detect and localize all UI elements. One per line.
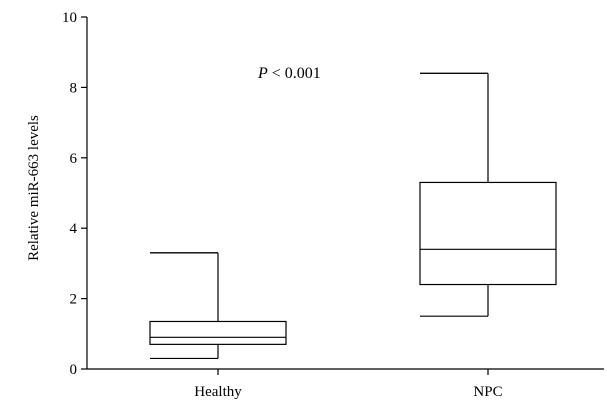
boxes [149,72,557,360]
y-tick-label: 2 [70,292,78,308]
y-tick-label: 4 [70,221,78,237]
y-tick-label: 6 [70,151,78,167]
interquartile-box [419,181,557,286]
y-axis-label: Relative miR-663 levels [26,115,42,261]
p-value-text: < 0.001 [268,65,321,82]
y-tick-label: 10 [62,10,77,26]
box-npc [419,72,557,317]
box-healthy [149,252,287,360]
p-value-symbol: P [257,65,268,82]
axes: 0 2 4 6 8 10 Healthy NPC [62,10,604,400]
y-tick-label: 8 [70,80,78,96]
interquartile-box [149,320,287,345]
x-category-label: Healthy [194,384,242,400]
x-category-label: NPC [473,384,502,400]
p-value-annotation: P < 0.001 [257,65,321,82]
y-tick-label: 0 [70,362,78,378]
